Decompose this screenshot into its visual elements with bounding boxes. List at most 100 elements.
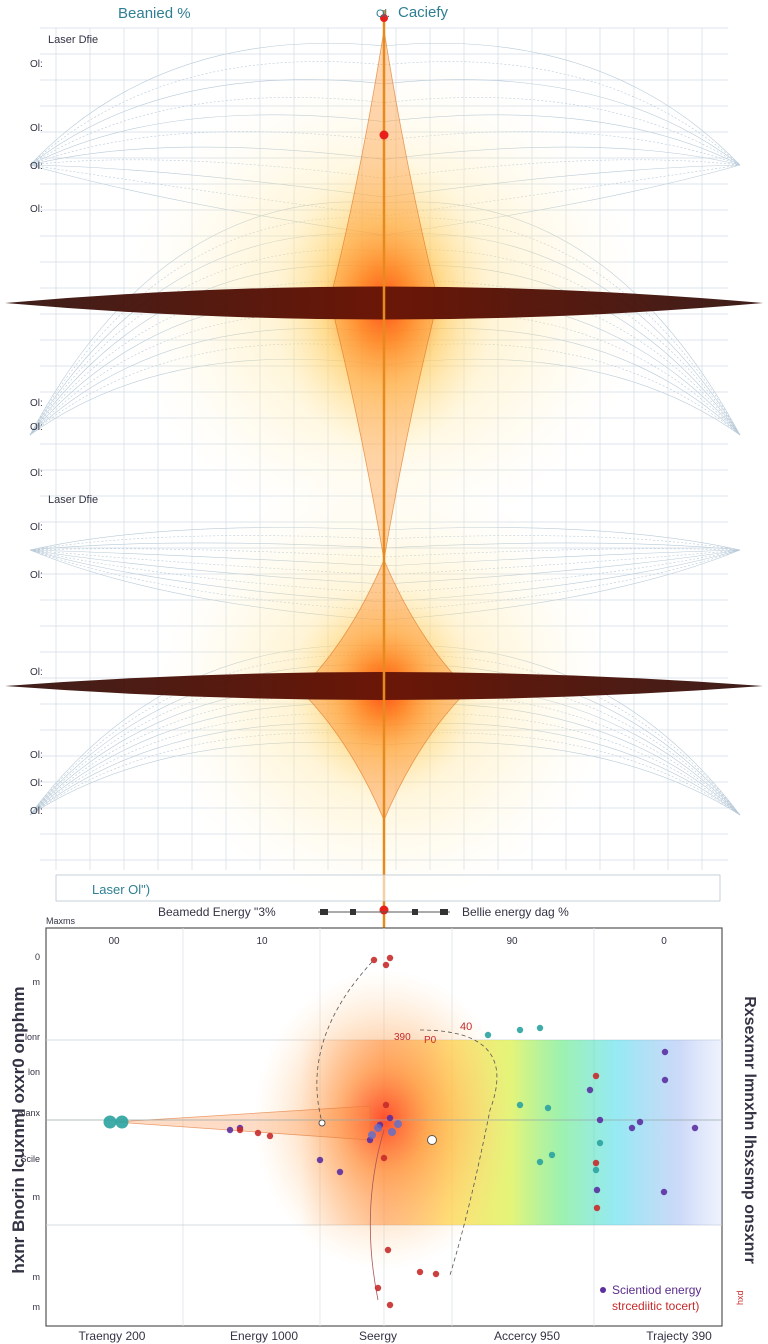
tick-mark-label: Ol:	[30, 161, 43, 172]
mesh-line	[29, 548, 741, 558]
panel-label-upper: Laser Dfie	[48, 34, 98, 46]
tick-mark-label: Ol:	[30, 468, 43, 479]
tick-marks-upper: Ol: Ol: Ol: Ol: Ol: Ol: Ol:	[30, 59, 43, 479]
x-axis-label: Trajecty 390	[646, 1329, 712, 1343]
scatter-point	[592, 1159, 600, 1167]
x-axis-label: Accercy 950	[494, 1329, 560, 1343]
scatter-point	[374, 1284, 382, 1292]
corner-label: Maxms	[46, 916, 75, 926]
y-ticks-left: 0 m lonr lon Blanx Scile m m m	[17, 952, 40, 1312]
beam-dot	[379, 905, 389, 915]
scatter-point	[536, 1024, 544, 1032]
trajectory-arc-left	[316, 961, 373, 1123]
scatter-point	[386, 954, 394, 962]
scatter-point	[318, 1119, 326, 1127]
scatter-point	[236, 1126, 244, 1134]
scatter-point	[596, 1139, 604, 1147]
tick-mark-label: Ol:	[30, 750, 43, 761]
scatter-point	[254, 1129, 262, 1137]
scatter-point	[516, 1026, 524, 1034]
scatter-point	[628, 1124, 636, 1132]
top-title-right: Caciefy	[398, 4, 449, 21]
footer-label: Laser Ol")	[92, 882, 150, 897]
trajectory-arc-lower	[369, 1129, 385, 1301]
scatter-point	[548, 1151, 556, 1159]
tick-mark-label: Ol:	[30, 204, 43, 215]
legend-right: Bellie energy dag %	[462, 905, 569, 919]
scatter-point	[266, 1132, 274, 1140]
tick-mark-label: Ol:	[30, 522, 43, 533]
scatter-point	[386, 1114, 394, 1122]
scatter-point	[226, 1126, 234, 1134]
scatter-point	[661, 1048, 669, 1056]
scatter-point	[660, 1188, 668, 1196]
x-axis-label: Traengy 200	[79, 1329, 146, 1343]
scatter-point	[370, 956, 378, 964]
scatter-point	[432, 1270, 440, 1278]
y-tick-label: m	[33, 1302, 41, 1312]
tick-mark-label: Ol:	[30, 570, 43, 581]
scatter-point	[384, 1246, 392, 1254]
scatter-point	[380, 1154, 388, 1162]
x-tick-label: 0	[661, 936, 667, 947]
y-tick-label: Blanx	[17, 1108, 40, 1118]
y-tick-label: lon	[28, 1067, 40, 1077]
top-chart: Beanied % Ol. Caciefy Laser Dfie Laser D…	[5, 4, 763, 1310]
scatter-point	[374, 1124, 382, 1132]
scatter-point	[316, 1156, 324, 1164]
scatter-point	[586, 1086, 594, 1094]
scatter-point	[394, 1120, 402, 1128]
scatter-point	[336, 1168, 344, 1176]
scatter-legend: Scientiod energy strcediitic tocert)	[600, 1283, 701, 1313]
beam-dot	[380, 14, 388, 22]
top-title-left: Beanied %	[118, 5, 191, 22]
y-label-left: hxnr Bnorin lcuxnml oxxr0 onphnm	[9, 986, 28, 1273]
scatter-point	[103, 1115, 117, 1129]
scatter-point	[382, 961, 390, 969]
y-tick-label: Scile	[20, 1154, 40, 1164]
scatter-point	[596, 1116, 604, 1124]
y-tick-label: m	[33, 1192, 41, 1202]
mesh-line	[29, 281, 741, 436]
mesh-line	[29, 535, 741, 551]
mesh-line	[29, 61, 741, 166]
scatter-point	[115, 1115, 129, 1129]
x-axis-label: Energy 1000	[230, 1329, 298, 1343]
y-label-right: Rxsexnnr lmnxhn lhsxsmp onsxnrr	[741, 996, 758, 1264]
legend-label-strcediitic: strcediitic tocert)	[612, 1299, 699, 1313]
tick-mark-label: Ol:	[30, 59, 43, 70]
tick-marks-lower: Ol: Ol: Ol: Ol: Ol: Ol:	[30, 522, 43, 817]
scatter-point	[516, 1101, 524, 1109]
scatter-point	[661, 1076, 669, 1084]
panel-label-lower: Laser Dfie	[48, 494, 98, 506]
tick-mark-label: Ol:	[30, 778, 43, 789]
tick-mark-label: Ol:	[30, 667, 43, 678]
scatter-point	[382, 1101, 390, 1109]
x-axis-label: Seergy	[359, 1329, 397, 1343]
scatter-point	[691, 1124, 699, 1132]
annotation-390: 390	[394, 1032, 411, 1043]
beam-dot	[379, 130, 389, 140]
scatter-point	[593, 1186, 601, 1194]
x-tick-label: 10	[256, 936, 268, 947]
x-ticks-top: 00 10 90 0	[108, 936, 667, 947]
legend-slider	[318, 909, 450, 915]
footer-label-box	[55, 874, 721, 902]
scatter-point	[592, 1072, 600, 1080]
scatter-point	[592, 1166, 600, 1174]
tick-mark-label: Ol:	[30, 398, 43, 409]
y-tick-label: lonr	[25, 1032, 40, 1042]
x-labels-bottom: Traengy 200 Energy 1000 Seergy Accercy 950 T…	[79, 1329, 713, 1343]
mesh-line	[29, 159, 741, 179]
annotation-p0: P0	[424, 1035, 437, 1046]
tick-mark-label: Ol:	[30, 422, 43, 433]
legend-left: Beamedd Energy "3%	[158, 905, 276, 919]
y-tick-label: 0	[35, 952, 40, 962]
scatter-point	[368, 1131, 376, 1139]
tick-mark-label: Ol:	[30, 123, 43, 134]
bottom-chart: Maxms 40 390 P0 00 10 90 0 Traengy 200 Energ…	[9, 916, 758, 1343]
x-tick-label: 00	[108, 936, 120, 947]
top-title-prefix: Ol.	[376, 8, 390, 20]
scatter-point	[536, 1158, 544, 1166]
